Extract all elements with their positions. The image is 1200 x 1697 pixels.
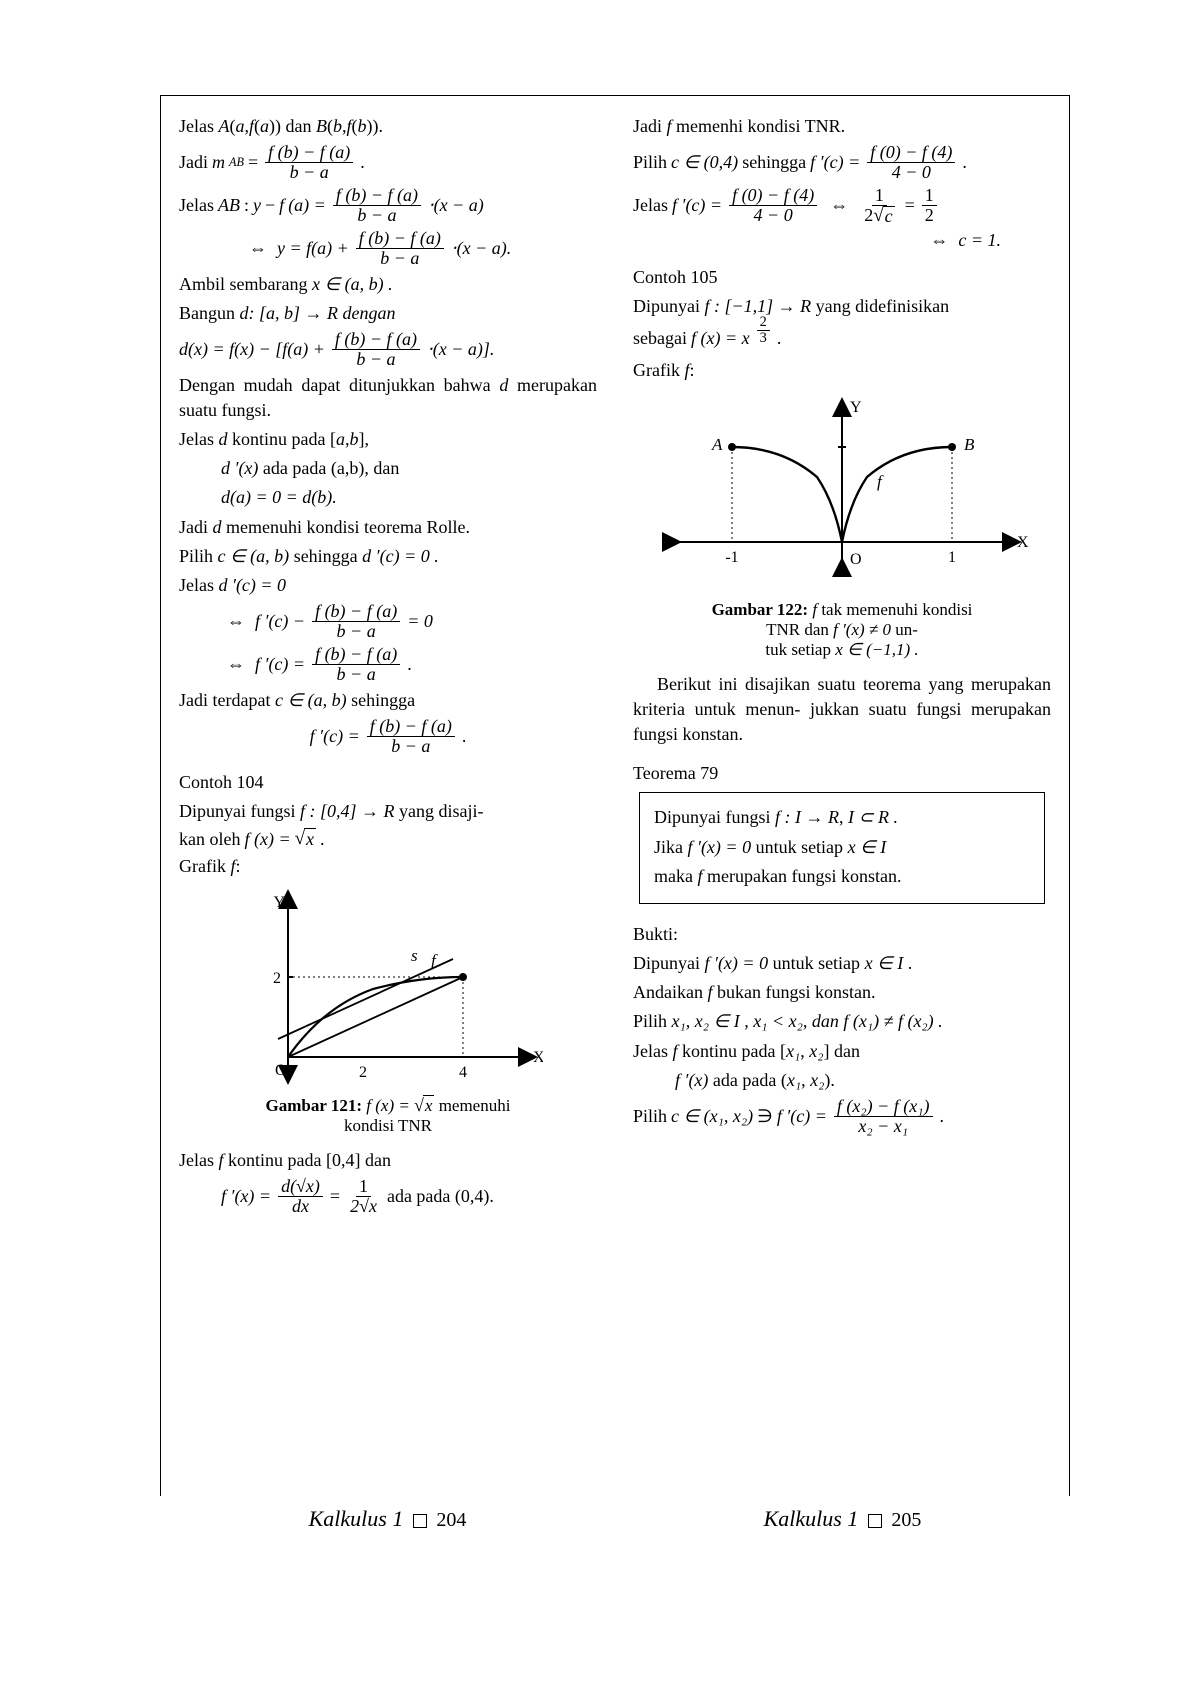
- contoh-104: Contoh 104: [179, 770, 597, 795]
- svg-text:s: s: [411, 946, 418, 965]
- line-dengan: Dengan mudah dapat ditunjukkan bahwa d m…: [179, 373, 597, 423]
- pagebox-icon: [413, 1514, 427, 1528]
- thm-line1: Dipunyai fungsi f : I → R, I ⊂ R .: [654, 805, 1030, 830]
- line-dadb: d(a) = 0 = d(b).: [179, 485, 597, 510]
- pagebox-icon: [868, 1514, 882, 1528]
- contoh-104-body2: kan oleh f (x) = x .: [179, 828, 597, 850]
- bukti-5: f ′(x) ada pada (x₁, x₂).: [633, 1068, 1051, 1093]
- bukti-title: Bukti:: [633, 922, 1051, 947]
- svg-text:A: A: [711, 435, 723, 454]
- line-bangun: Bangun d: [a, b] → R dengan: [179, 301, 597, 326]
- svg-text:f: f: [877, 472, 884, 491]
- line-dprime: d ′(x) ada pada (a,b), dan: [179, 456, 597, 481]
- figure-121: Y X O 2 2 4 s f: [233, 887, 543, 1087]
- page-footer: Kalkulus 1 204 Kalkulus 1 205: [160, 1496, 1070, 1532]
- eq-dx: d(x) = f(x) − [f(a) + f (b) − f (a)b − a…: [179, 330, 597, 369]
- svg-text:O: O: [850, 551, 862, 568]
- caption-122: Gambar 122: f tak memenuhi kondisi TNR d…: [633, 600, 1051, 660]
- contoh-105: Contoh 105: [633, 265, 1051, 290]
- contoh-104-body1: Dipunyai fungsi f : [0,4] → R yang disaj…: [179, 799, 597, 824]
- bukti-4: Jelas f kontinu pada [x₁, x₂] dan: [633, 1039, 1051, 1064]
- line-ambil: Ambil sembarang x ∈ (a, b) .: [179, 272, 597, 297]
- svg-text:X: X: [533, 1049, 543, 1066]
- eq-jelasfpc: Jelas f ′(c) = f (0) − f (4)4 − 0 ⇔ 12c …: [633, 186, 1051, 226]
- line-jelas-ab: Jelas A(a,f(a)) dan B(b,f(b)).: [179, 114, 597, 139]
- contoh-105-line2: sebagai f (x) = x 23 .: [633, 323, 1051, 354]
- line-kontinu04: Jelas f kontinu pada [0,4] dan: [179, 1148, 597, 1173]
- eq-fpc-center: f ′(c) = f (b) − f (a)b − a .: [179, 717, 597, 756]
- eq-iff1: ⇔ f ′(c) − f (b) − f (a)b − a = 0: [179, 602, 597, 641]
- para-teorema: Berikut ini disajikan suatu teorema yang…: [633, 672, 1051, 748]
- contoh-105-line1: Dipunyai f : [−1,1] → R yang didefinisik…: [633, 294, 1051, 319]
- bukti-3: Pilih x₁, x₂ ∈ I , x₁ < x₂, dan f (x₁) ≠…: [633, 1009, 1051, 1034]
- bukti-6: Pilih c ∈ (x₁, x₂) ∋ f ′(c) = f (x₂) − f…: [633, 1097, 1051, 1136]
- svg-text:1: 1: [948, 549, 956, 566]
- eq-ab-line2: ⇔ y = f(a) + f (b) − f (a)b − a ⋅(x − a)…: [179, 229, 597, 268]
- bukti-2: Andaikan f bukan fungsi konstan.: [633, 980, 1051, 1005]
- line-jelasdpc: Jelas d ′(c) = 0: [179, 573, 597, 598]
- line-rolle: Jadi d memenuhi kondisi teorema Rolle.: [179, 515, 597, 540]
- svg-text:X: X: [1017, 534, 1029, 551]
- teorema-79: Teorema 79: [633, 761, 1051, 786]
- eq-c1: ⇔ c = 1.: [633, 230, 1051, 251]
- eq-pilihc04: Pilih c ∈ (0,4) sehingga f ′(c) = f (0) …: [633, 143, 1051, 182]
- eq-ab-line: Jelas AB: y − f(a) = f (b) − f (a)b − a …: [179, 186, 597, 225]
- svg-text:Y: Y: [850, 399, 862, 416]
- theorem-box: Dipunyai fungsi f : I → R, I ⊂ R . Jika …: [639, 792, 1045, 904]
- svg-text:4: 4: [459, 1064, 467, 1081]
- footer-title-left: Kalkulus 1: [309, 1506, 404, 1531]
- thm-line2: Jika f ′(x) = 0 untuk setiap x ∈ I: [654, 835, 1030, 860]
- svg-text:2: 2: [273, 970, 281, 987]
- left-column: Jelas A(a,f(a)) dan B(b,f(b)). Jadi mAB …: [161, 96, 615, 1496]
- figure-122: Y X O -1 1 A B f: [652, 392, 1032, 592]
- line-jaditerdapat: Jadi terdapat c ∈ (a, b) sehingga: [179, 688, 597, 713]
- page-204: 204: [436, 1509, 466, 1531]
- svg-text:Y: Y: [273, 894, 285, 911]
- eq-fprime: f ′(x) = d(√x)dx = 12√x ada pada (0,4).: [179, 1177, 597, 1216]
- caption-121: Gambar 121: f (x) = x memenuhi kondisi T…: [179, 1095, 597, 1136]
- grafik-f-r: Grafik f:: [633, 358, 1051, 383]
- bukti-1: Dipunyai f ′(x) = 0 untuk setiap x ∈ I .: [633, 951, 1051, 976]
- eq-iff2: ⇔ f ′(c) = f (b) − f (a)b − a .: [179, 645, 597, 684]
- svg-text:O: O: [275, 1062, 287, 1079]
- line-pilihc: Pilih c ∈ (a, b) sehingga d ′(c) = 0 .: [179, 544, 597, 569]
- line-jaditnr: Jadi f memenhi kondisi TNR.: [633, 114, 1051, 139]
- grafik-f: Grafik f:: [179, 854, 597, 879]
- footer-title-right: Kalkulus 1: [764, 1506, 859, 1531]
- thm-line3: maka f merupakan fungsi konstan.: [654, 864, 1030, 889]
- page-205: 205: [891, 1509, 921, 1531]
- svg-text:B: B: [964, 435, 975, 454]
- eq-mab: Jadi mAB = f (b) − f (a)b − a .: [179, 143, 597, 182]
- svg-text:2: 2: [359, 1064, 367, 1081]
- line-dkontinu: Jelas d kontinu pada [a,b],: [179, 427, 597, 452]
- right-column: Jadi f memenhi kondisi TNR. Pilih c ∈ (0…: [615, 96, 1069, 1496]
- svg-text:-1: -1: [725, 549, 738, 566]
